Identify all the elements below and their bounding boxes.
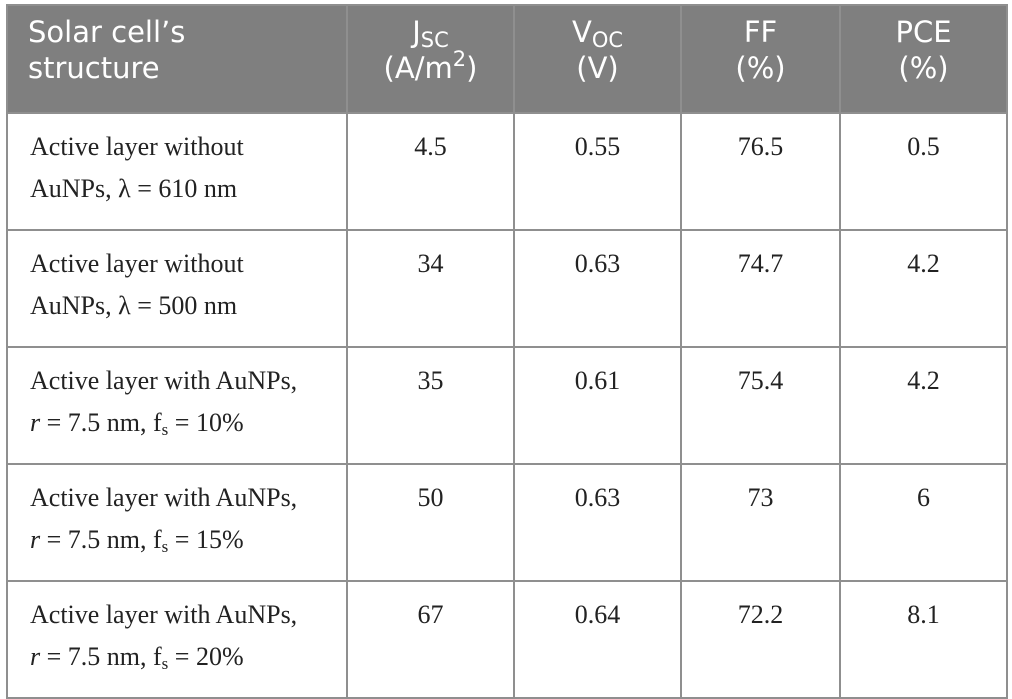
jsc-cell: 4.5 [346,112,515,231]
voc-cell: 0.55 [513,112,682,231]
ff-cell: 73 [680,463,841,582]
header-row: Solar cell’s structure JSC (A/m2) VOC (V… [6,4,1008,114]
ff-cell: 75.4 [680,346,841,465]
jsc-cell: 34 [346,229,515,348]
pce-cell: 4.2 [839,346,1008,465]
structure-cell: Active layer without AuNPs, λ = 610 nm [6,112,348,231]
table-row: Active layer with AuNPs, r = 7.5 nm, fs … [6,580,1008,699]
ff-cell: 76.5 [680,112,841,231]
voc-cell: 0.63 [513,463,682,582]
pce-cell: 6 [839,463,1008,582]
solar-cell-table: Solar cell’s structure JSC (A/m2) VOC (V… [6,4,1008,699]
table-row: Active layer with AuNPs, r = 7.5 nm, fs … [6,463,1008,582]
header-voc: VOC (V) [513,4,682,114]
voc-cell: 0.64 [513,580,682,699]
structure-cell: Active layer with AuNPs, r = 7.5 nm, fs … [6,346,348,465]
jsc-cell: 67 [346,580,515,699]
pce-cell: 4.2 [839,229,1008,348]
header-jsc: JSC (A/m2) [346,4,515,114]
pce-cell: 8.1 [839,580,1008,699]
table-row: Active layer with AuNPs, r = 7.5 nm, fs … [6,346,1008,465]
structure-cell: Active layer without AuNPs, λ = 500 nm [6,229,348,348]
table-row: Active layer without AuNPs, λ = 610 nm 4… [6,112,1008,231]
header-ff: FF (%) [680,4,841,114]
ff-cell: 72.2 [680,580,841,699]
jsc-cell: 35 [346,346,515,465]
ff-cell: 74.7 [680,229,841,348]
pce-cell: 0.5 [839,112,1008,231]
voc-cell: 0.63 [513,229,682,348]
header-structure: Solar cell’s structure [6,4,348,114]
jsc-cell: 50 [346,463,515,582]
structure-cell: Active layer with AuNPs, r = 7.5 nm, fs … [6,580,348,699]
structure-cell: Active layer with AuNPs, r = 7.5 nm, fs … [6,463,348,582]
header-pce: PCE (%) [839,4,1008,114]
table-row: Active layer without AuNPs, λ = 500 nm 3… [6,229,1008,348]
voc-cell: 0.61 [513,346,682,465]
